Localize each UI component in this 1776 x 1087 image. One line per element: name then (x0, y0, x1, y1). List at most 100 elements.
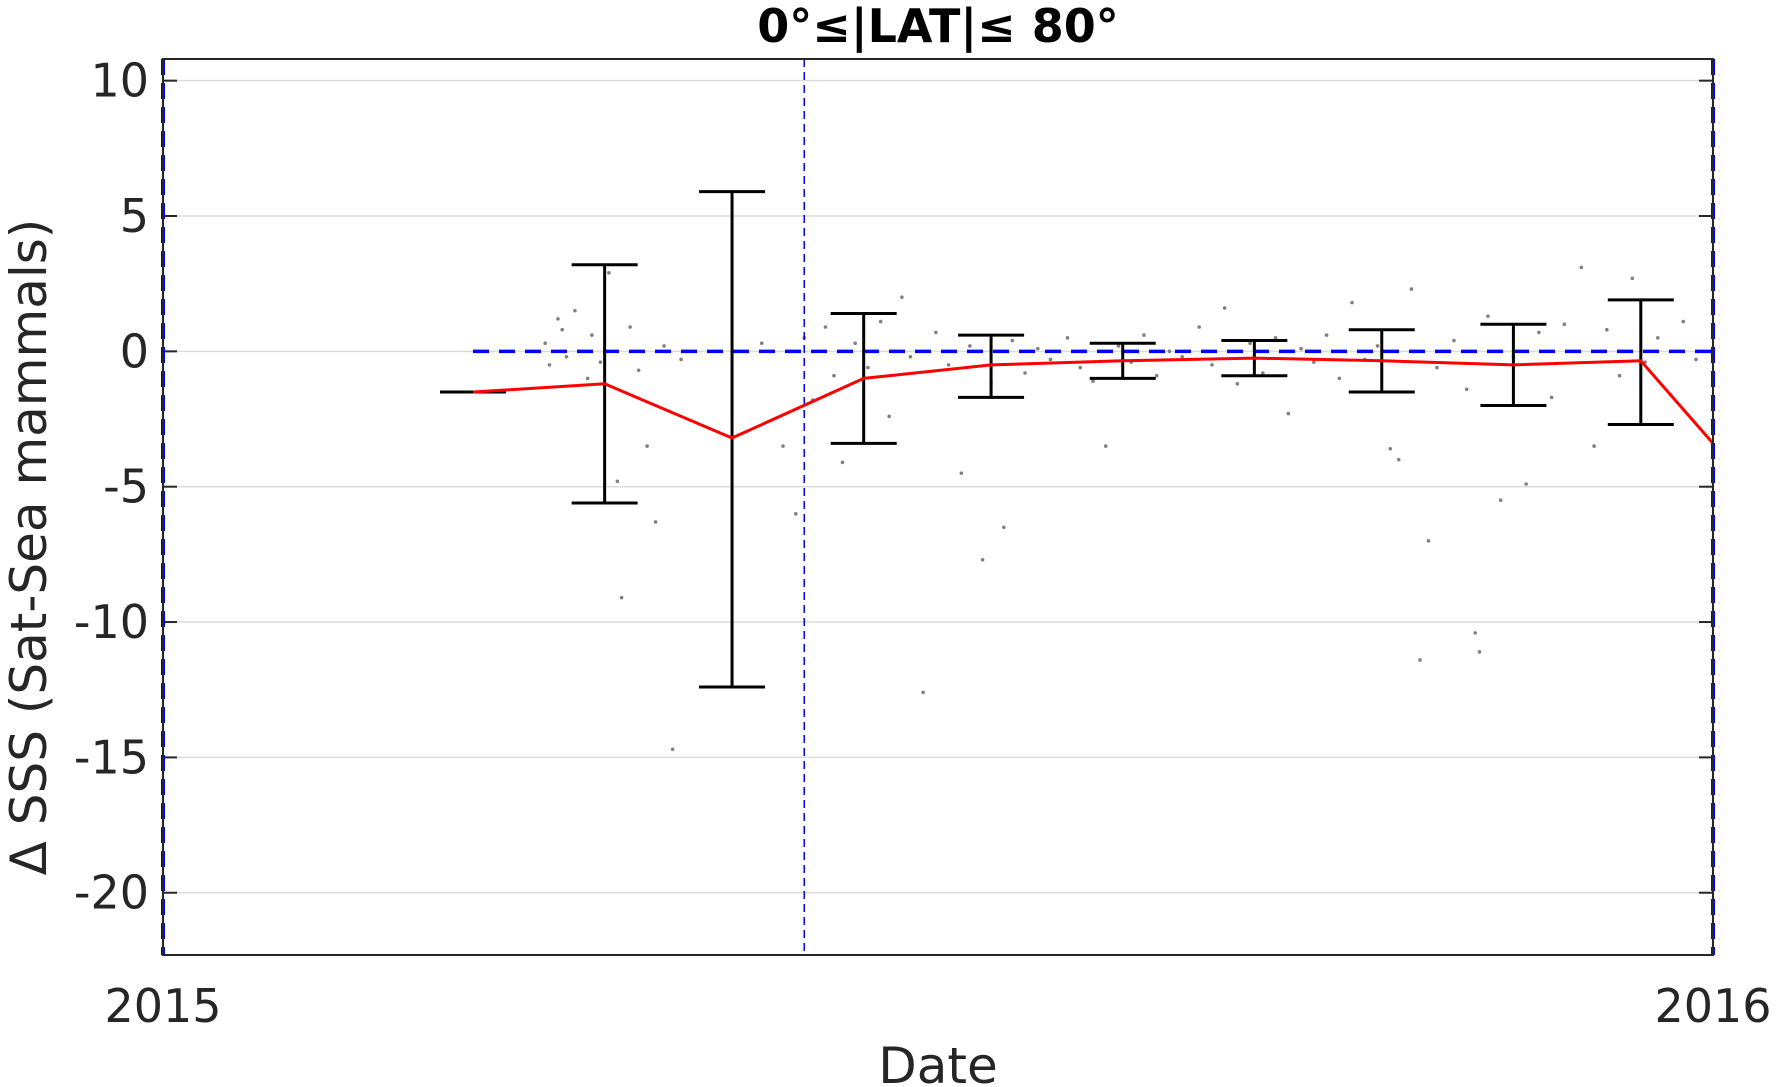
scatter-point (564, 354, 569, 359)
scatter-point (1324, 333, 1329, 337)
scatter-point (1396, 457, 1401, 462)
scatter-point (670, 747, 675, 752)
scatter-point (934, 330, 938, 335)
scatter-point (1235, 382, 1240, 386)
x-tick-label: 2016 (1654, 979, 1771, 1033)
scatter-point (1197, 325, 1201, 329)
scatter-point (968, 344, 972, 348)
scatter-point (759, 341, 764, 346)
scatter-point (1435, 365, 1439, 370)
scatter-point (1312, 360, 1316, 364)
scatter-point (1537, 330, 1541, 335)
scatter-point (823, 325, 828, 329)
scatter-point (1010, 338, 1015, 343)
mean-line-group (472, 356, 1715, 445)
scatter-point (781, 444, 785, 448)
scatter-point (556, 317, 560, 321)
scatter-point (1035, 346, 1040, 351)
scatter-point (628, 325, 632, 329)
scatter-point (1078, 365, 1083, 370)
scatter-point (585, 376, 590, 381)
scatter-point (1418, 658, 1422, 662)
scatter-point (598, 360, 603, 364)
scatter-point (560, 327, 564, 332)
scatter-point (878, 319, 883, 324)
scatter-point (1248, 341, 1252, 346)
axes-frame (162, 58, 1714, 956)
scatter-point (1299, 346, 1303, 351)
scatter-point (679, 357, 683, 362)
scatter-point (853, 341, 857, 346)
scatter-point (1091, 379, 1095, 383)
scatter-point (1605, 327, 1609, 332)
scatter-point (1023, 371, 1027, 375)
scatter-point (1337, 376, 1342, 381)
scatter-point (1426, 539, 1431, 543)
scatter-point (1473, 631, 1477, 635)
scatter-point (662, 344, 666, 348)
scatter-point (1142, 333, 1146, 337)
y-tick-label: -5 (103, 460, 149, 514)
scatter-point (1167, 349, 1172, 354)
scatter-point (1655, 336, 1660, 340)
scatter-point (959, 471, 964, 475)
scatter-point (1592, 444, 1596, 448)
scatter-point (1498, 498, 1503, 503)
scatter-point (1477, 650, 1482, 654)
y-tick-labels: 10 5 0 -5 -10 -15 -20 (74, 54, 149, 920)
scatter-point (1630, 276, 1635, 281)
scatter-point (619, 595, 624, 600)
scatter-point (645, 444, 649, 448)
scatter-point (1388, 447, 1393, 451)
scatter-point (980, 557, 985, 562)
scatter-point (1065, 336, 1070, 340)
scatter-point (1116, 344, 1121, 348)
scatter-point (900, 295, 904, 300)
scatter-point (1261, 371, 1265, 375)
scatter-point (1103, 444, 1108, 448)
scatter-point (1579, 265, 1584, 270)
x-tick-label: 2015 (104, 979, 221, 1033)
scatter-point (1681, 319, 1686, 324)
scatter-point (1350, 300, 1354, 305)
scatter-point (1210, 363, 1214, 367)
y-tick-label: 5 (120, 189, 149, 243)
scatter-point (887, 414, 891, 419)
x-tick-labels: 2015 2016 (104, 979, 1771, 1033)
scatter-point (1273, 336, 1278, 340)
scatter-point (1617, 373, 1622, 378)
scatter-point (1486, 314, 1490, 318)
scatter-points (543, 265, 1698, 752)
scatter-point (1409, 287, 1414, 291)
scatter-point (1154, 373, 1159, 378)
scatter-point (1048, 357, 1053, 362)
scatter-point (653, 520, 658, 524)
y-axis-label: Δ SSS (Sat-Sea mammals) (0, 219, 58, 876)
scatter-point (1452, 338, 1456, 343)
scatter-point (543, 341, 547, 346)
scatter-point (573, 308, 577, 313)
scatter-point (1562, 322, 1567, 327)
scatter-point (866, 365, 870, 370)
scatter-point (1180, 354, 1184, 359)
grid (163, 79, 1713, 894)
x-axis-label: Date (878, 1037, 998, 1087)
scatter-point (946, 363, 951, 367)
scatter-point (921, 690, 925, 695)
scatter-point (607, 271, 611, 275)
scatter-point (547, 363, 552, 367)
y-tick-label: -20 (74, 866, 149, 920)
mean-line (472, 356, 1715, 445)
scatter-point (1375, 344, 1380, 348)
scatter-point (908, 354, 913, 359)
scatter-point (1549, 395, 1554, 400)
scatter-point (636, 368, 641, 373)
y-tick-label: -10 (74, 595, 149, 649)
y-tick-label: -15 (74, 730, 149, 784)
scatter-point (1222, 306, 1227, 310)
scatter-point (1524, 482, 1528, 486)
scatter-point (1694, 357, 1698, 362)
scatter-point (590, 333, 594, 337)
y-tick-label: 0 (120, 324, 149, 378)
